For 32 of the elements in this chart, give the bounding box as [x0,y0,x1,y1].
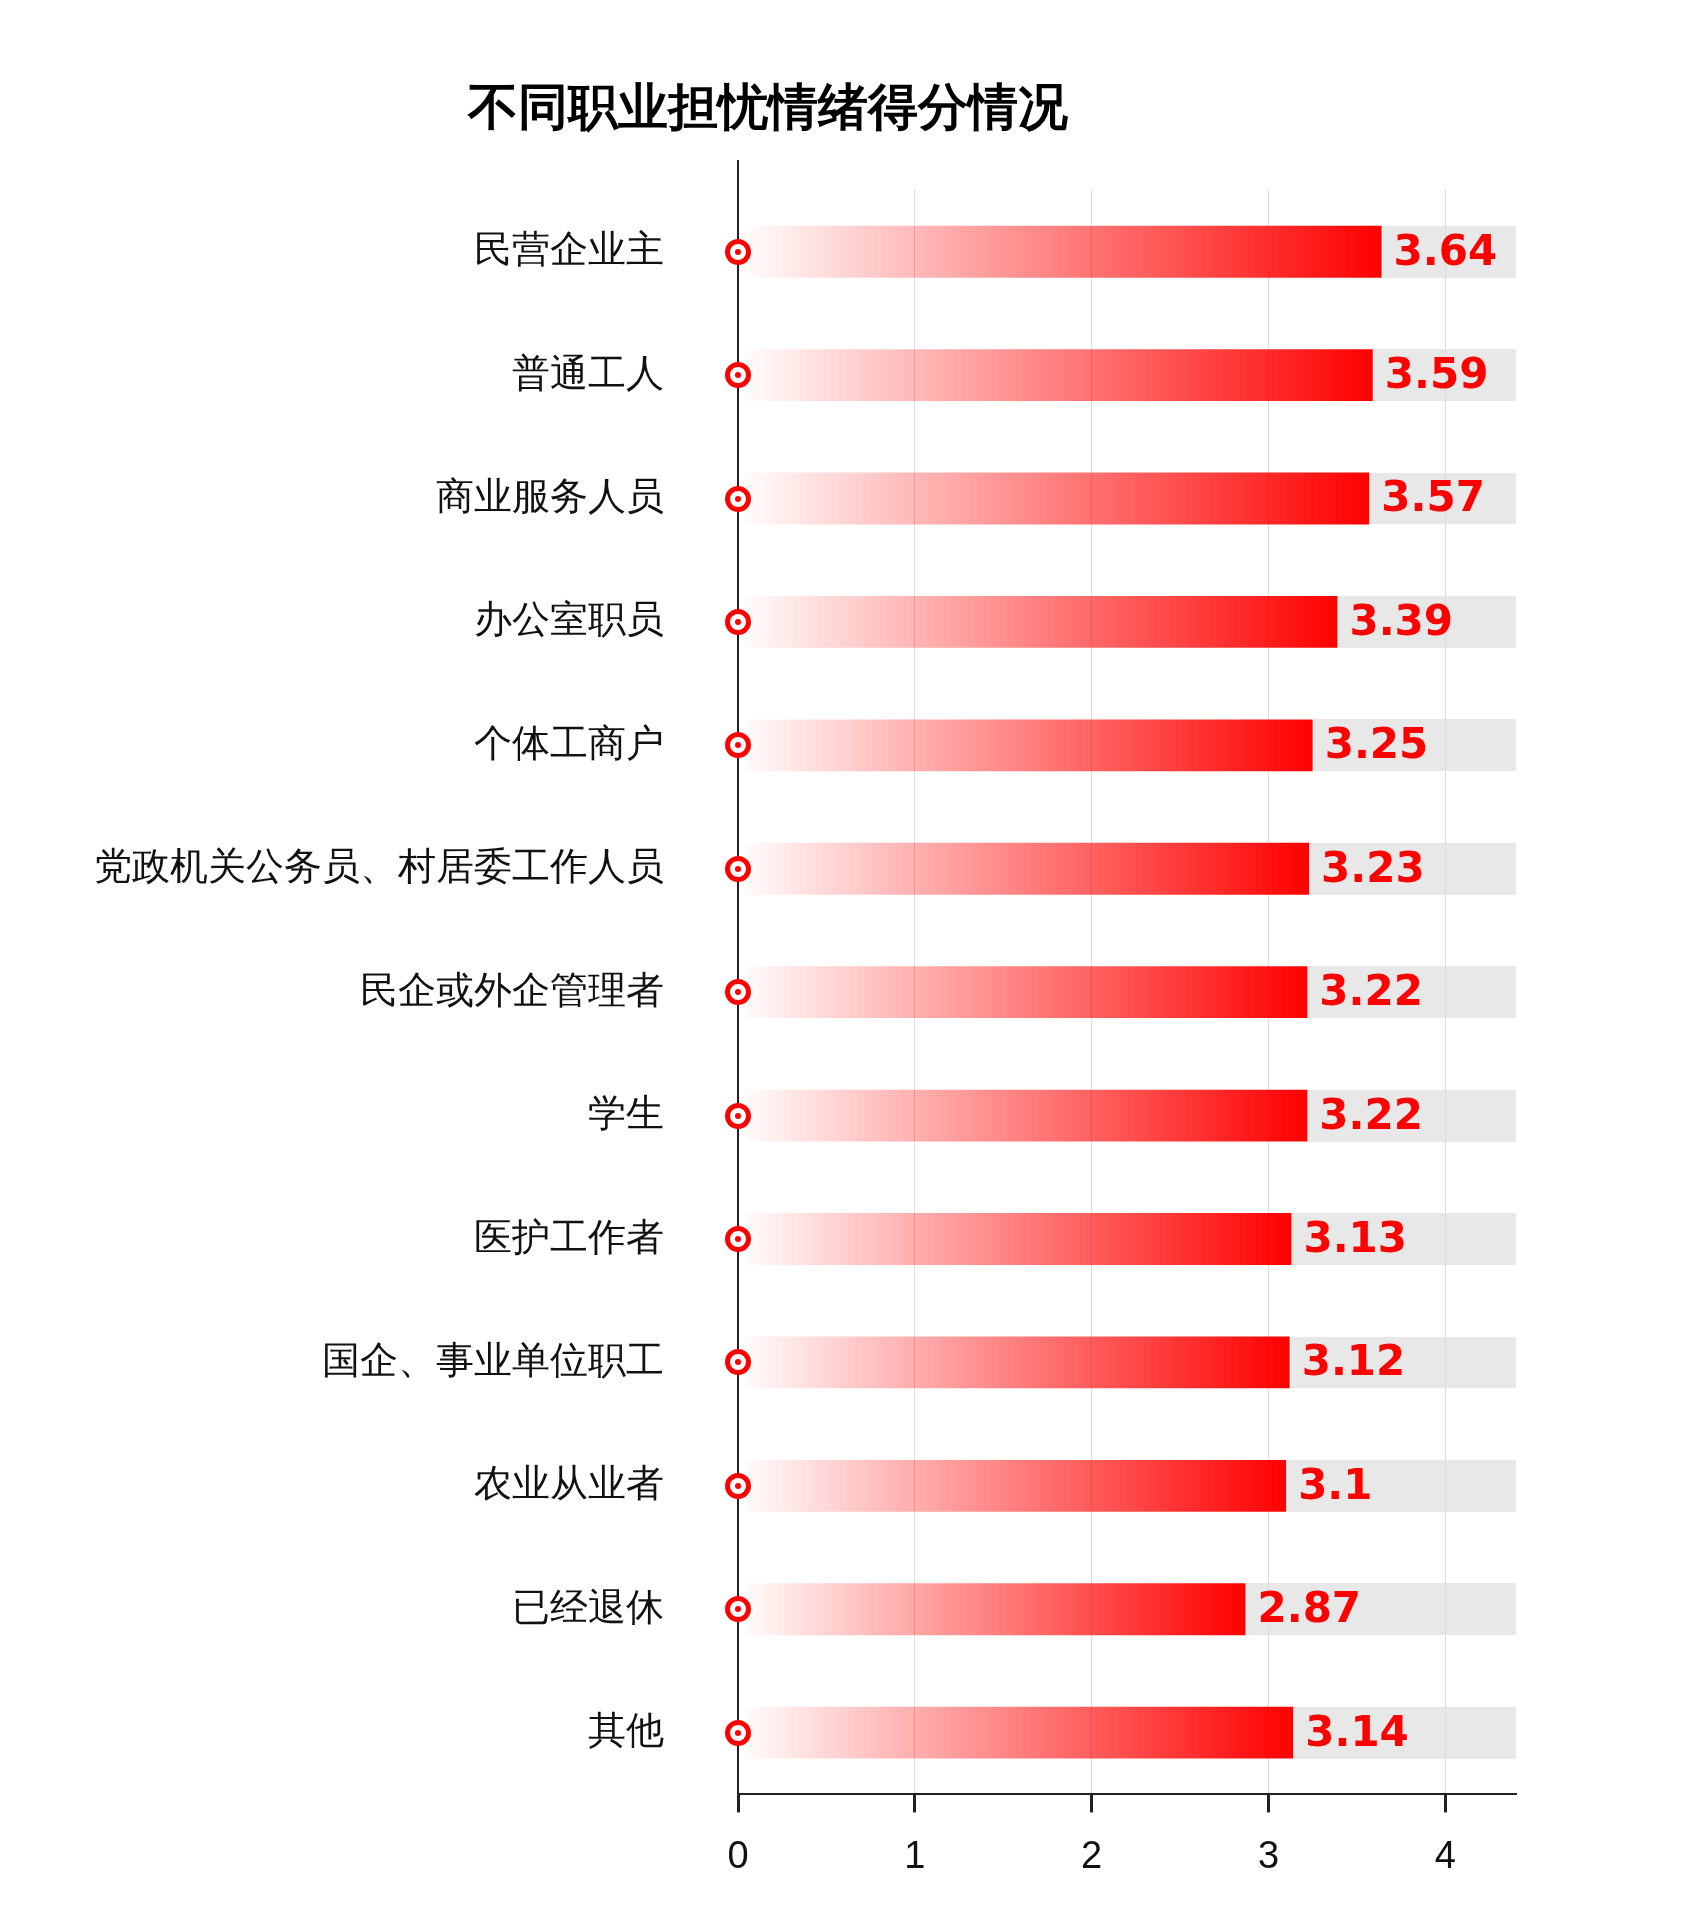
data-label: 3.39 [1349,595,1454,645]
x-tick-label: 4 [1434,1833,1456,1876]
data-label: 3.12 [1301,1336,1406,1386]
data-label: 3.1 [1298,1459,1373,1509]
x-tick-label: 3 [1257,1833,1280,1876]
data-label: 2.87 [1257,1583,1362,1633]
data-label: 3.23 [1321,842,1425,892]
x-tick-label: 2 [1081,1833,1103,1876]
data-label: 3.59 [1384,349,1489,399]
data-label: 3.22 [1319,1089,1423,1139]
data-label: 3.22 [1319,966,1423,1016]
y-tick-label: 商业服务人员 [436,475,664,518]
y-tick-label: 已经退休 [512,1585,664,1628]
y-tick-label: 普通工人 [512,351,664,394]
data-label: 3.25 [1324,719,1429,769]
y-tick-label: 医护工作者 [474,1215,664,1258]
y-tick-label: 学生 [588,1092,664,1135]
data-label: 3.64 [1393,225,1498,275]
y-tick-label: 农业从业者 [474,1462,664,1505]
y-tick-label: 党政机关公务员、村居委工作人员 [94,845,664,888]
y-tick-label: 个体工商户 [474,721,664,764]
y-tick-label: 民企或外企管理者 [360,968,664,1011]
chart-title: 不同职业担忧情绪得分情况 [467,78,1068,135]
data-label: 3.57 [1381,472,1485,522]
x-tick-label: 0 [727,1833,749,1876]
data-label: 3.13 [1303,1212,1408,1262]
y-tick-label: 民营企业主 [474,228,664,271]
data-label: 3.14 [1305,1706,1409,1756]
y-tick-label: 其他 [588,1709,664,1752]
x-tick-label: 1 [904,1833,926,1876]
y-tick-label: 国企、事业单位职工 [322,1338,664,1381]
y-tick-label: 办公室职员 [474,598,664,641]
